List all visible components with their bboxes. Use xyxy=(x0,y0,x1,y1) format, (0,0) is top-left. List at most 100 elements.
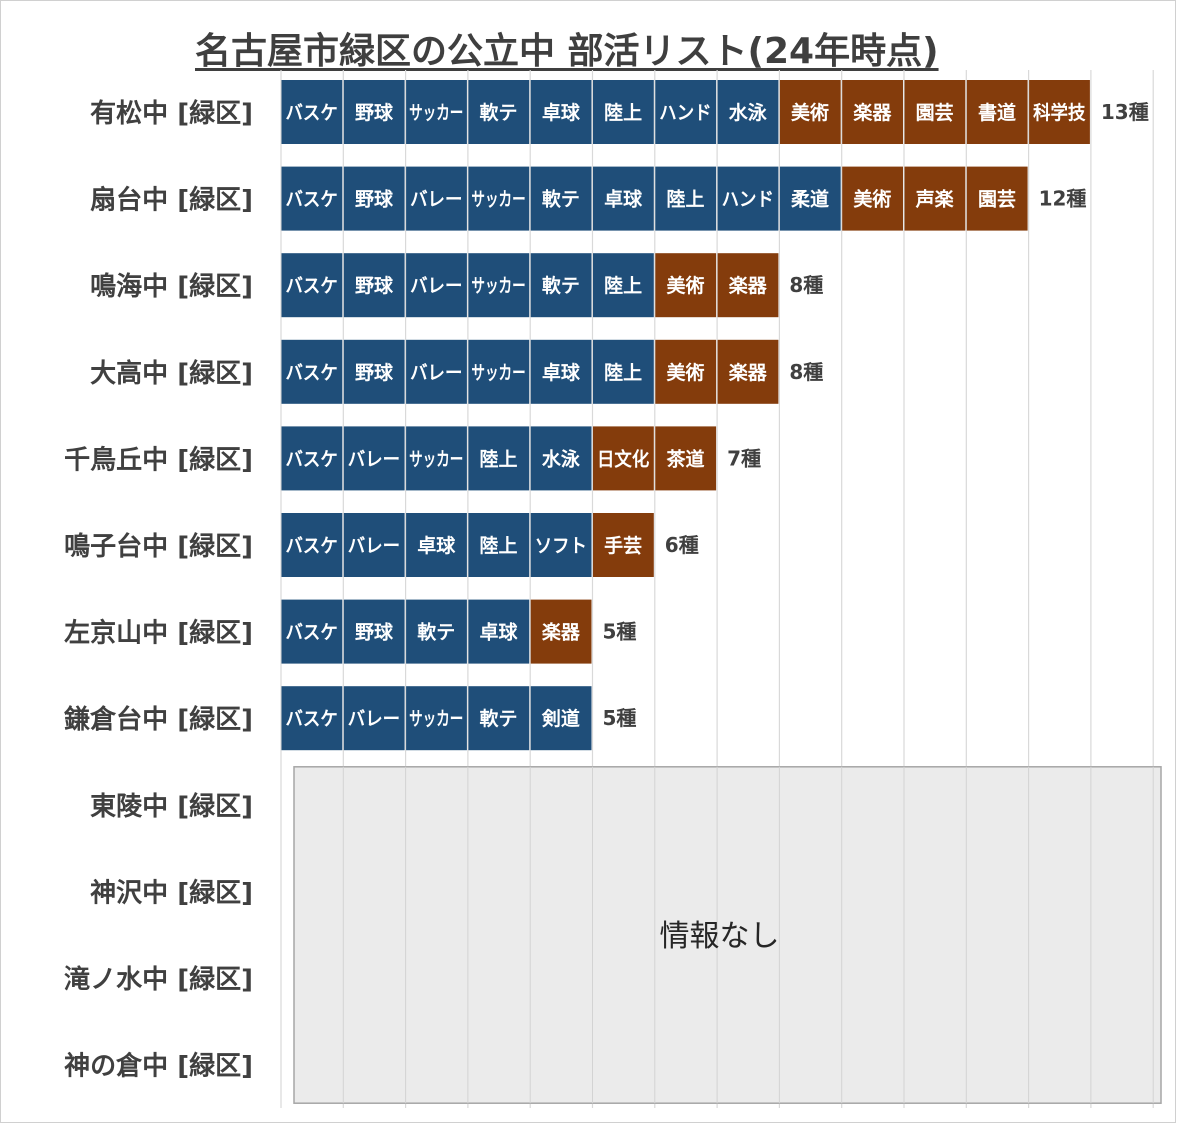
club-label: バレー xyxy=(410,189,462,211)
club-segment xyxy=(343,513,405,577)
club-segment xyxy=(655,339,717,404)
club-segment xyxy=(406,426,467,491)
club-segment xyxy=(406,339,467,404)
club-label: バスケ xyxy=(286,622,338,644)
club-label: 園芸 xyxy=(978,188,1016,211)
club-segment xyxy=(281,599,343,664)
club-segment xyxy=(530,426,592,491)
y-axis-label: 鳴海中 [緑区] xyxy=(90,271,253,302)
club-label: バスケ xyxy=(286,448,338,470)
y-axis-label: 鳴子台中 [緑区] xyxy=(64,531,253,562)
club-segment xyxy=(343,80,405,144)
club-label: 剣道 xyxy=(541,707,580,730)
club-label: サッカー xyxy=(471,189,525,211)
chart-title: 名古屋市緑区の公立中 部活リスト(24年時点) xyxy=(195,31,939,72)
club-label: 卓球 xyxy=(417,534,456,557)
club-count-label: 6種 xyxy=(665,533,699,557)
club-segment xyxy=(1029,80,1090,144)
club-segment xyxy=(468,426,530,491)
club-count-label: 5種 xyxy=(603,620,637,644)
club-segment xyxy=(281,80,343,144)
club-label: 陸上 xyxy=(666,188,704,211)
club-segment xyxy=(468,80,530,144)
club-count-label: 8種 xyxy=(789,360,823,384)
club-segment xyxy=(593,426,654,491)
y-axis-label: 神沢中 [緑区] xyxy=(90,877,253,908)
club-label: 声楽 xyxy=(915,188,955,211)
club-segment xyxy=(406,253,467,318)
club-segment xyxy=(593,166,654,231)
club-segment xyxy=(717,253,779,318)
club-label: 楽器 xyxy=(853,101,892,124)
club-segment xyxy=(468,513,530,577)
club-segment xyxy=(655,166,717,231)
club-label: 軟テ xyxy=(480,707,518,730)
club-segment xyxy=(966,166,1028,231)
club-label: 美術 xyxy=(791,101,829,124)
y-axis-label: 鎌倉台中 [緑区] xyxy=(64,704,253,735)
club-segment xyxy=(717,339,779,404)
club-label: サッカー xyxy=(471,275,525,297)
club-label: 楽器 xyxy=(542,621,581,644)
club-segment xyxy=(281,253,343,318)
y-axis-label: 神の倉中 [緑区] xyxy=(64,1051,253,1082)
club-label: 軟テ xyxy=(480,101,518,124)
club-segment xyxy=(593,80,654,144)
club-segment xyxy=(468,599,530,664)
y-axis-label: 左京山中 [緑区] xyxy=(64,618,253,649)
club-segment xyxy=(406,166,467,231)
club-label: 水泳 xyxy=(729,101,768,124)
club-segment xyxy=(468,339,530,404)
club-label: バスケ xyxy=(286,708,338,730)
club-segment xyxy=(966,80,1028,144)
club-segment xyxy=(530,253,592,318)
club-label: 楽器 xyxy=(729,274,768,297)
club-label: 美術 xyxy=(666,361,704,384)
club-segment xyxy=(406,513,467,577)
club-label: 卓球 xyxy=(604,188,643,211)
club-label: 野球 xyxy=(355,101,394,124)
club-label: バスケ xyxy=(286,102,338,124)
y-axis-label: 滝ノ水中 [緑区] xyxy=(64,964,253,995)
club-label: 美術 xyxy=(853,188,891,211)
club-segment xyxy=(717,166,779,231)
club-label: 軟テ xyxy=(542,274,580,297)
club-label: 野球 xyxy=(355,361,394,384)
club-label: 軟テ xyxy=(417,621,455,644)
club-label: 卓球 xyxy=(542,101,581,124)
club-label: 野球 xyxy=(355,621,394,644)
club-count-label: 7種 xyxy=(727,446,761,470)
club-segment xyxy=(406,80,467,144)
club-label: 水泳 xyxy=(542,447,581,470)
no-info-box xyxy=(293,766,1162,1104)
club-label: 日文化 xyxy=(597,447,649,470)
y-axis-label: 扇台中 [緑区] xyxy=(90,185,253,216)
club-label: サッカー xyxy=(409,448,463,470)
club-segment xyxy=(717,80,779,144)
club-segment xyxy=(343,599,405,664)
club-segment xyxy=(468,253,530,318)
club-label: 陸上 xyxy=(480,534,518,557)
club-segment xyxy=(406,686,467,751)
club-segment xyxy=(468,166,530,231)
club-segment xyxy=(593,513,654,577)
club-label: バレー xyxy=(348,448,400,470)
club-count-label: 12種 xyxy=(1039,187,1087,211)
club-segment xyxy=(530,513,592,577)
club-label: ハンド xyxy=(659,102,711,124)
club-label: バレー xyxy=(348,708,400,730)
y-axis-label: 有松中 [緑区] xyxy=(90,98,253,129)
club-label: 美術 xyxy=(666,274,704,297)
club-label: 陸上 xyxy=(480,447,518,470)
club-segment xyxy=(655,253,717,318)
club-label: 野球 xyxy=(355,274,394,297)
club-label: バレー xyxy=(410,275,462,297)
club-segment xyxy=(281,513,343,577)
club-segment xyxy=(343,426,405,491)
club-label: バスケ xyxy=(286,535,338,557)
club-segment xyxy=(779,166,841,231)
club-segment xyxy=(468,686,530,751)
club-segment xyxy=(530,80,592,144)
